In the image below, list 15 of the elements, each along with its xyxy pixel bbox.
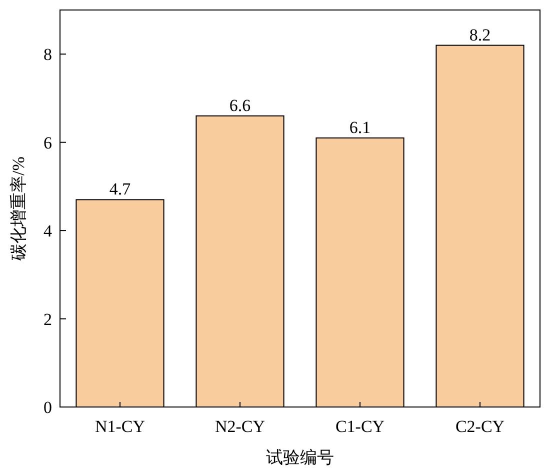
x-tick-label: N1-CY — [94, 417, 146, 436]
x-axis-title: 试验编号 — [266, 448, 334, 467]
y-axis-title: 碳化增重率/% — [9, 156, 28, 262]
y-tick-label: 0 — [44, 398, 52, 417]
y-tick-label: 6 — [44, 133, 52, 152]
data-label: 6.6 — [229, 96, 251, 115]
data-label: 6.1 — [349, 118, 371, 137]
y-tick-label: 8 — [44, 45, 52, 64]
data-label: 4.7 — [109, 180, 132, 199]
y-tick-label: 4 — [44, 222, 52, 241]
data-label: 8.2 — [469, 25, 491, 44]
x-tick-label: N2-CY — [214, 417, 266, 436]
x-tick-label: C1-CY — [335, 417, 385, 436]
y-tick-label: 2 — [44, 310, 52, 329]
x-tick-label: C2-CY — [455, 417, 505, 436]
